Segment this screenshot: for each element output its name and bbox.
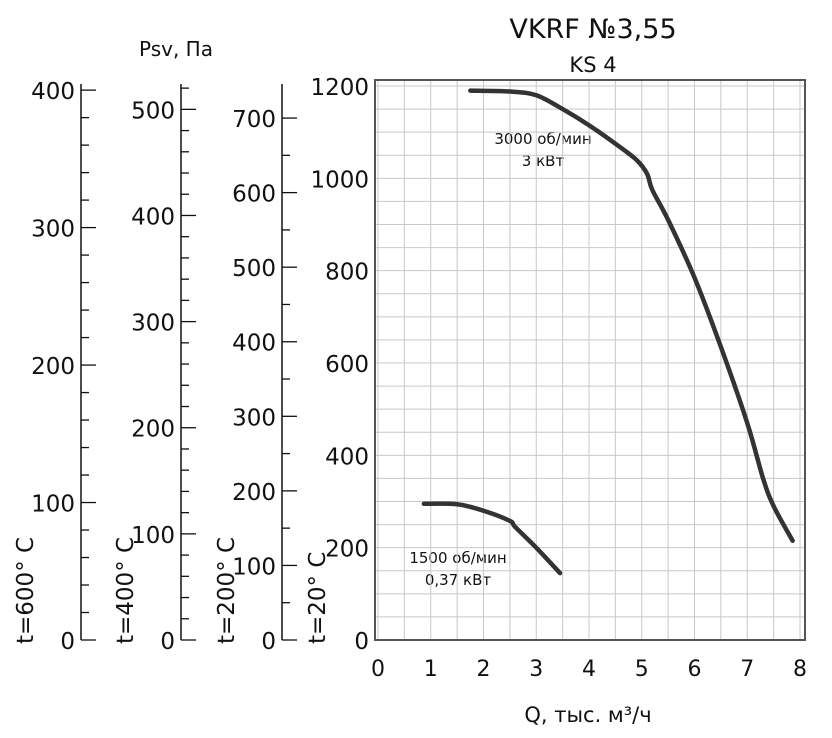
- aux-tick-label: 700: [232, 107, 276, 133]
- x-tick-label: 4: [582, 657, 596, 682]
- aux-tick-label: 300: [31, 217, 75, 243]
- aux-tick-label: 400: [232, 331, 276, 357]
- y-tick-label: 1000: [310, 167, 369, 193]
- y-tick-label: 800: [325, 260, 369, 286]
- y-tick-label: 600: [325, 352, 369, 378]
- aux-tick-label: 0: [60, 629, 75, 655]
- x-tick-label: 6: [688, 657, 702, 682]
- aux-tick-label: 200: [232, 480, 276, 506]
- series-line-3000rpm: [468, 88, 795, 543]
- series-label-3000: 3000 об/мин: [494, 130, 591, 148]
- aux-tick-label: 300: [131, 311, 175, 337]
- x-tick-label: 0: [371, 657, 385, 682]
- y-tick-label: 400: [325, 444, 369, 470]
- aux-tick-label: 100: [232, 554, 276, 580]
- aux-axis-label: t=600° C: [13, 537, 39, 644]
- aux-tick-label: 300: [232, 405, 276, 431]
- aux-tick-label: 500: [232, 256, 276, 282]
- x-axis-label: Q, тыс. м³/ч: [524, 703, 651, 727]
- series-power-3000: 3 кВт: [522, 152, 565, 170]
- chart-title: VKRF №3,55: [509, 14, 676, 45]
- aux-tick-label: 0: [261, 629, 276, 655]
- y-tick-label: 200: [325, 537, 369, 563]
- aux-tick-label: 500: [131, 98, 175, 124]
- x-tick-label: 2: [477, 657, 491, 682]
- chart-subtitle: KS 4: [569, 53, 616, 77]
- aux-axis-label: t=400° C: [113, 537, 139, 644]
- x-tick-label: 8: [793, 657, 807, 682]
- x-tick-label: 3: [529, 657, 543, 682]
- aux-tick-label: 400: [131, 204, 175, 230]
- axis-label-t20: t=20° C: [305, 552, 331, 644]
- x-tick-label: 5: [635, 657, 649, 682]
- x-tick-label: 1: [424, 657, 438, 682]
- series-power-1500: 0,37 кВт: [425, 571, 492, 589]
- series-line-1500rpm: [421, 501, 563, 576]
- aux-tick-label: 100: [31, 492, 75, 518]
- aux-tick-label: 600: [232, 182, 276, 208]
- y-axis-label: Psv, Па: [139, 37, 213, 61]
- aux-axis-label: t=200° C: [214, 537, 240, 644]
- series-label-1500: 1500 об/мин: [409, 549, 506, 567]
- aux-tick-label: 0: [160, 629, 175, 655]
- aux-tick-label: 100: [131, 523, 175, 549]
- aux-tick-label: 400: [31, 79, 75, 105]
- y-tick-label: 0: [354, 629, 369, 655]
- aux-tick-label: 200: [31, 354, 75, 380]
- plot-frame: [374, 79, 806, 641]
- x-tick-label: 7: [740, 657, 754, 682]
- aux-tick-label: 200: [131, 417, 175, 443]
- y-tick-label: 1200: [310, 75, 369, 101]
